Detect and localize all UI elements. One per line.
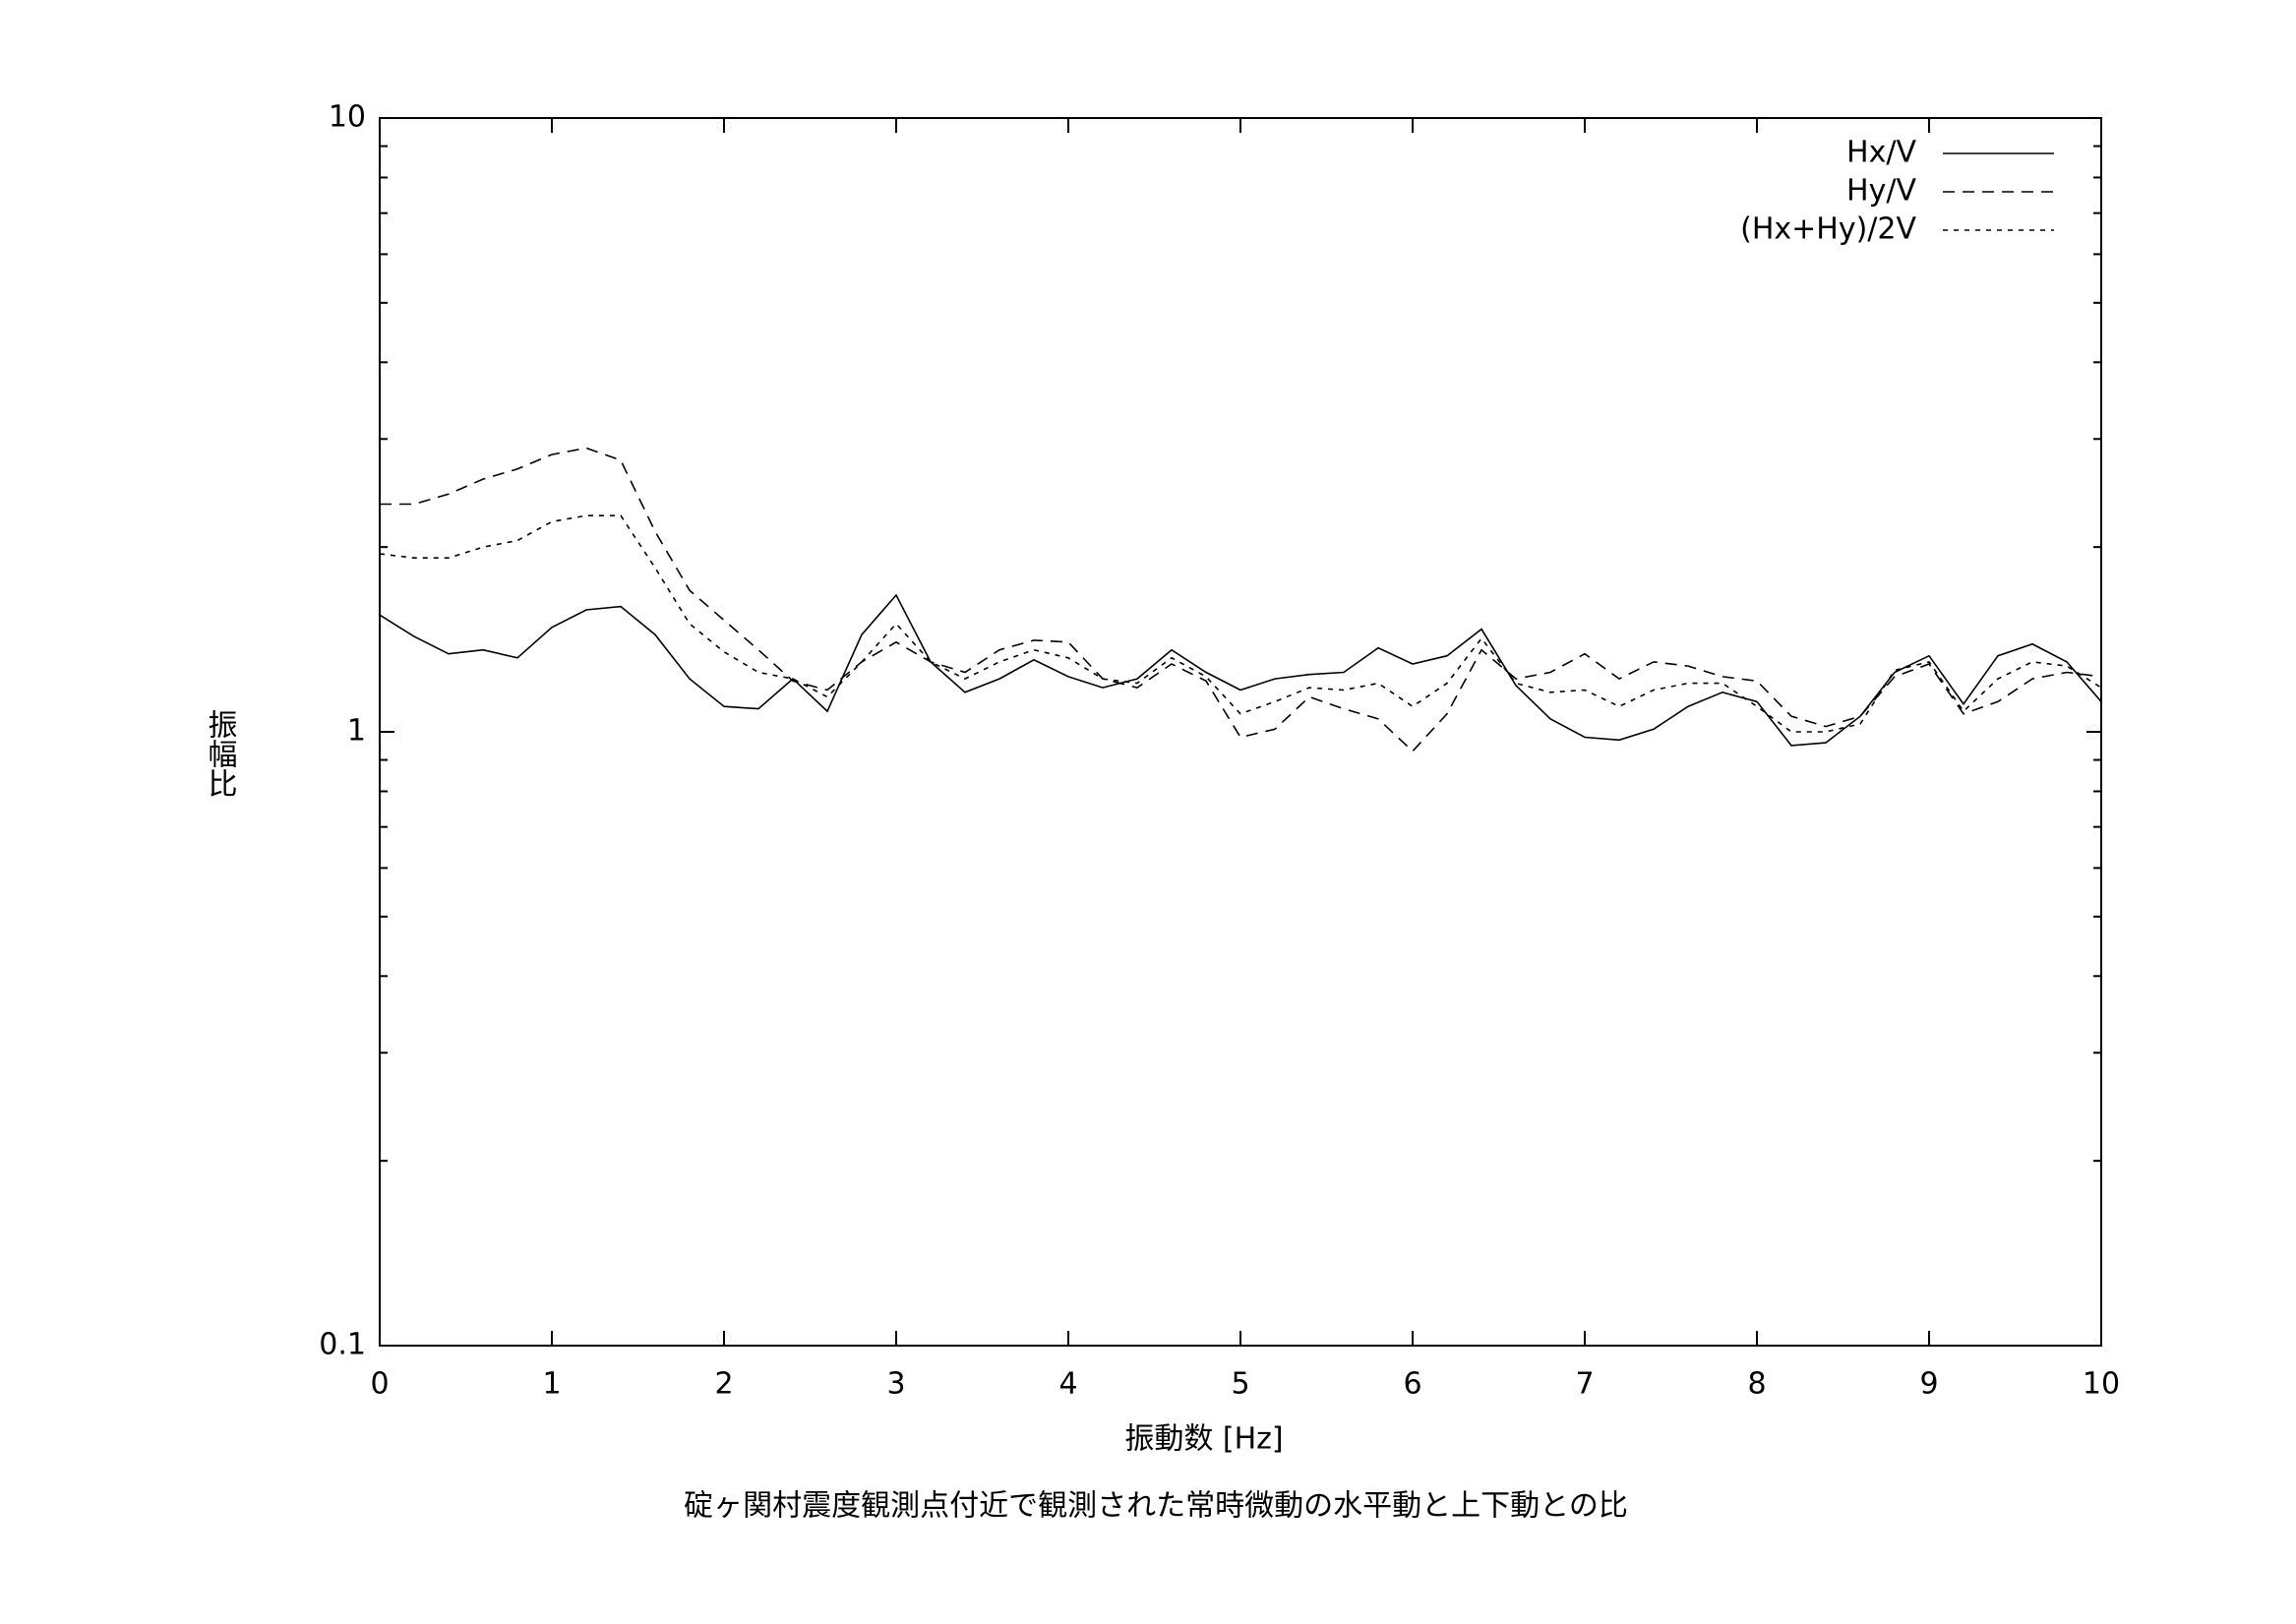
x-tick-label: 6	[1403, 1367, 1421, 1402]
legend-label: Hx/V	[1846, 136, 1916, 170]
series-line	[380, 447, 2102, 752]
x-tick-label: 5	[1231, 1367, 1249, 1402]
x-tick-label: 0	[370, 1367, 389, 1402]
series-line	[379, 593, 2102, 747]
legend-label: (Hx+Hy)/2V	[1740, 212, 1916, 247]
x-tick-label: 1	[542, 1367, 561, 1402]
x-tick-label: 8	[1747, 1367, 1766, 1402]
y-tick-label: 1	[347, 714, 366, 749]
x-tick-label: 3	[886, 1367, 905, 1402]
plot-frame	[379, 117, 2102, 1347]
y-tick-label: 0.1	[319, 1328, 366, 1362]
chart-title: 碇ヶ関村震度観測点付近で観測された常時微動の水平動と上下動との比	[684, 1489, 1628, 1524]
x-tick-label: 4	[1058, 1367, 1077, 1402]
series-line	[379, 514, 2102, 733]
x-axis-title: 振動数 [Hz]	[1124, 1422, 1283, 1457]
x-tick-label: 9	[1919, 1367, 1938, 1402]
x-tick-label: 10	[2083, 1367, 2120, 1402]
y-axis-title: 振幅比	[203, 709, 237, 798]
y-tick-label: 10	[329, 100, 366, 135]
x-tick-label: 2	[714, 1367, 733, 1402]
x-tick-label: 7	[1575, 1367, 1594, 1402]
legend-label: Hy/V	[1846, 174, 1916, 209]
